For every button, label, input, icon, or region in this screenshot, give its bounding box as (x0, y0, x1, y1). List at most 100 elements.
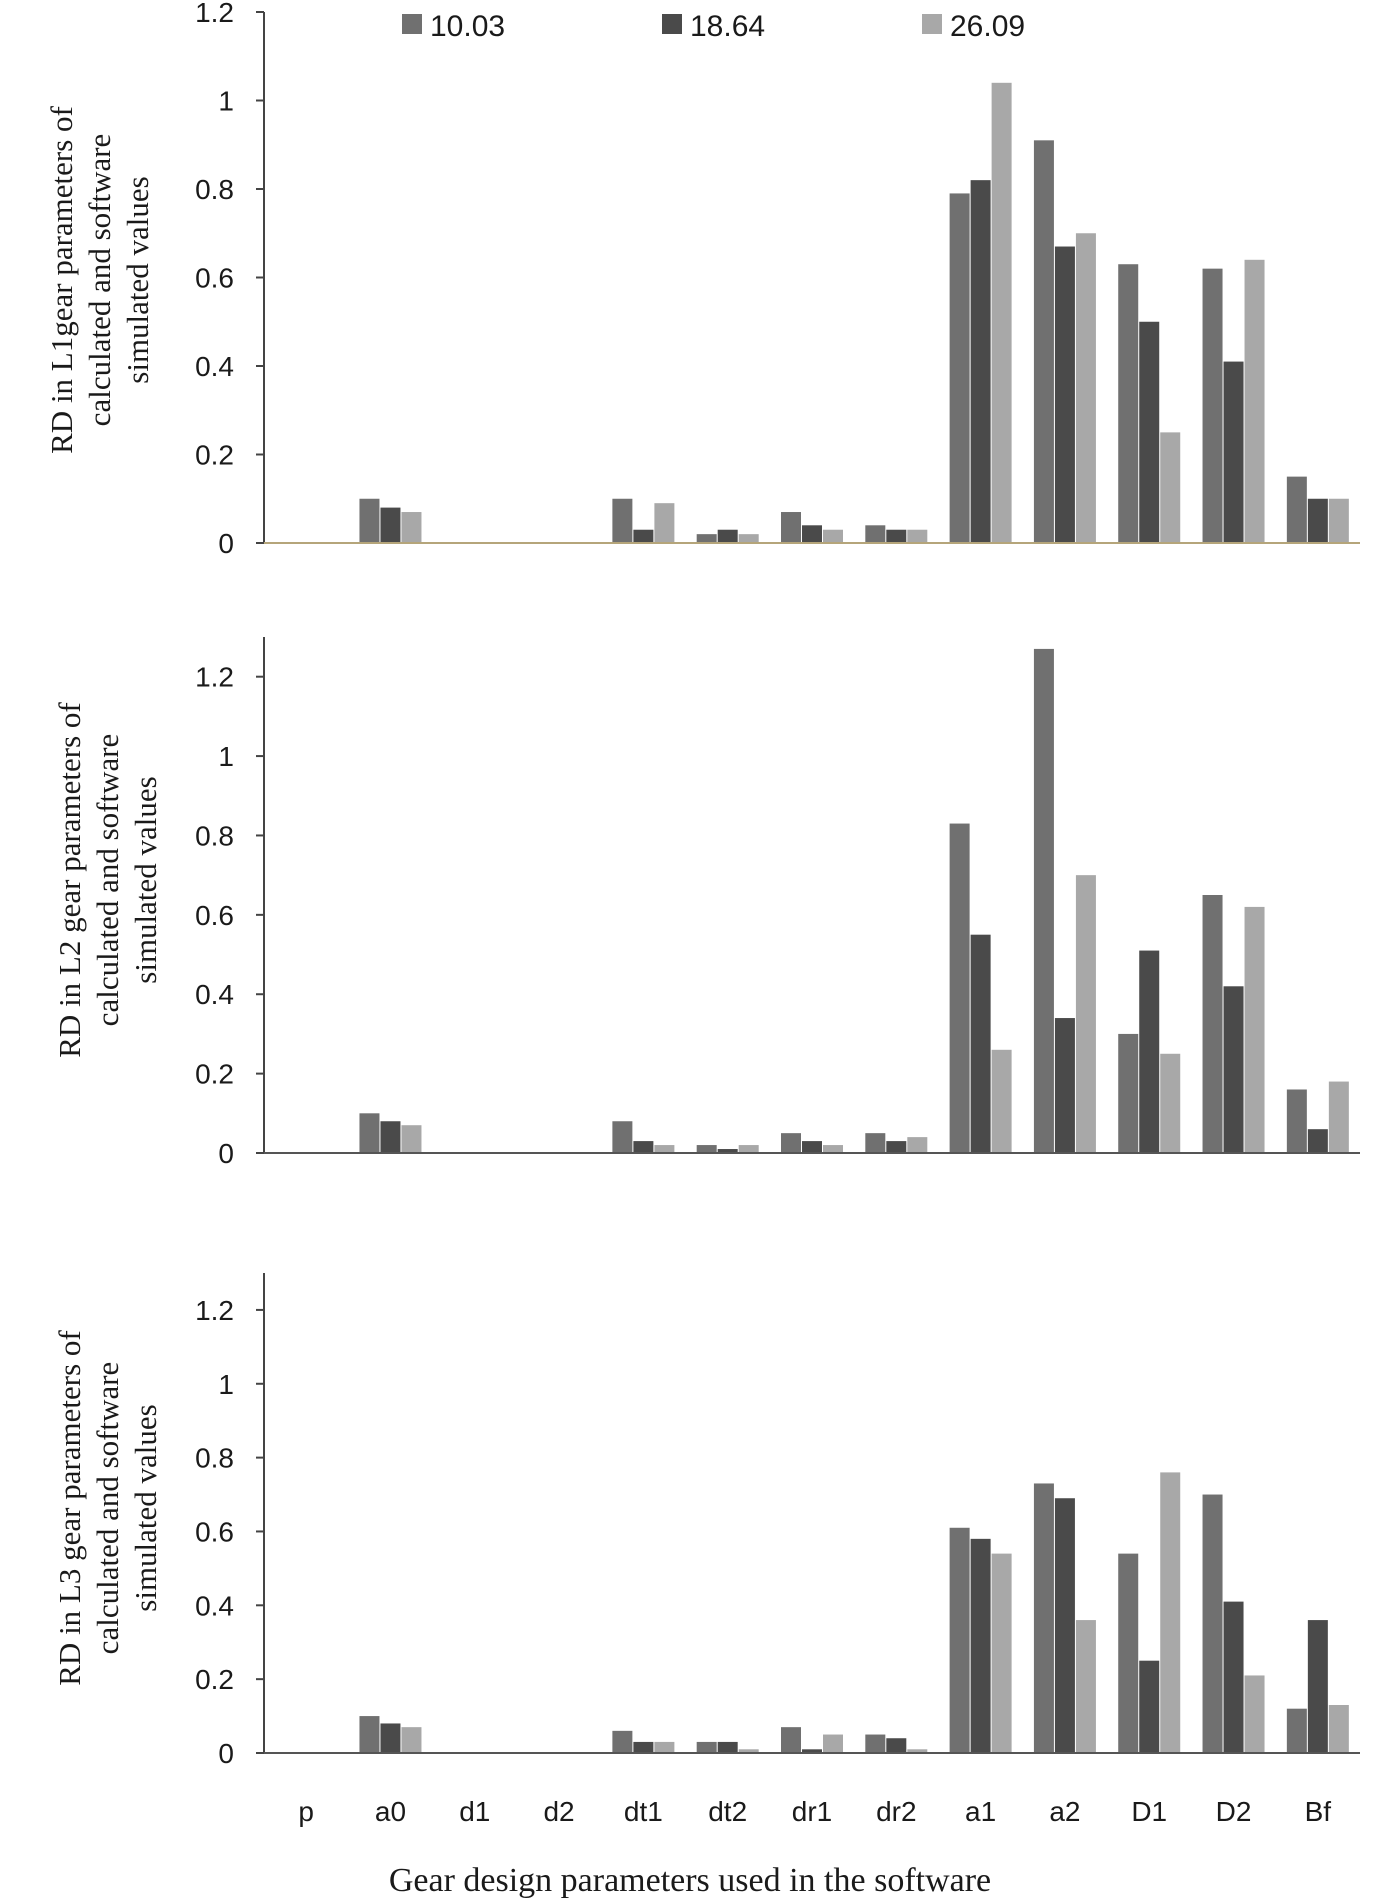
bar-bf-18-64 (1307, 1129, 1328, 1153)
y-axis-title-line: simulated values (128, 776, 163, 983)
bar-dr1-18-64 (802, 525, 822, 543)
bar-a0-18-64 (380, 1121, 401, 1153)
bar-dr2-26-09 (907, 1749, 928, 1753)
bar-dt1-26-09 (654, 1741, 675, 1753)
bar-dr1-26-09 (823, 1734, 843, 1753)
y-axis-title-line: calculated and software (82, 134, 117, 427)
bar-d2-18-64 (1223, 361, 1244, 543)
bar-d1-26-09 (1160, 1053, 1181, 1153)
legend: 10.03 18.64 26.09 (402, 10, 1025, 43)
bar-bf-10-03 (1286, 1089, 1307, 1153)
y-tick-label: 0.2 (195, 1059, 234, 1090)
bar-a2-26-09 (1075, 233, 1096, 543)
y-tick-label: 0.4 (195, 979, 234, 1010)
bar-a2-10-03 (1033, 648, 1054, 1153)
x-tick-label: a2 (1049, 1796, 1080, 1827)
y-tick-label: 0.8 (195, 820, 234, 851)
x-tick-label: a0 (375, 1796, 406, 1827)
bar-d1-10-03 (1118, 1033, 1139, 1153)
bar-a0-10-03 (359, 1113, 380, 1153)
bar-dr2-18-64 (886, 1738, 907, 1753)
bar-d2-10-03 (1202, 895, 1223, 1153)
bar-a0-10-03 (359, 1716, 380, 1753)
bar-a1-10-03 (949, 1527, 970, 1753)
bar-a2-18-64 (1054, 1018, 1075, 1153)
bar-bf-26-09 (1328, 498, 1349, 543)
y-axis-title: RD in L2 gear parameters ofcalculated an… (52, 702, 163, 1058)
x-tick-label: Bf (1305, 1796, 1332, 1827)
y-axis-title-line: RD in L2 gear parameters of (52, 702, 87, 1058)
bar-dt1-18-64 (633, 1741, 654, 1753)
y-axis-title-line: calculated and software (90, 1362, 125, 1655)
y-axis-title-line: RD in L1gear parameters of (44, 105, 79, 453)
bar-dt2-26-09 (738, 534, 759, 543)
bar-dr1-10-03 (781, 512, 801, 543)
y-axis-title-line: calculated and software (90, 734, 125, 1027)
bar-dt2-18-64 (717, 529, 738, 543)
bar-bf-10-03 (1286, 1708, 1307, 1753)
bar-bf-18-64 (1307, 1620, 1328, 1753)
y-tick-label: 0.8 (195, 1443, 234, 1474)
bar-dt2-10-03 (696, 1741, 717, 1753)
y-axis-title-line: RD in L3 gear parameters of (52, 1330, 87, 1686)
bar-bf-26-09 (1328, 1081, 1349, 1153)
bar-dr1-26-09 (823, 1145, 843, 1153)
x-tick-label: dt2 (708, 1796, 747, 1827)
bar-dr2-10-03 (865, 1734, 886, 1753)
bar-dt1-10-03 (612, 498, 633, 543)
y-tick-label: 1 (218, 86, 234, 117)
bar-a0-18-64 (380, 507, 401, 543)
bar-d2-26-09 (1244, 906, 1265, 1153)
bar-a0-26-09 (401, 1727, 422, 1753)
legend-swatch-18-64 (662, 14, 682, 34)
legend-label-10-03: 10.03 (430, 10, 505, 43)
x-tick-label: dt1 (624, 1796, 663, 1827)
y-tick-label: 1.2 (195, 662, 234, 693)
bar-dt2-18-64 (717, 1149, 738, 1153)
bar-dt1-10-03 (612, 1730, 633, 1753)
y-axis-title-line: simulated values (128, 1404, 163, 1611)
legend-label-26-09: 26.09 (950, 10, 1025, 43)
bar-dt1-18-64 (633, 529, 654, 543)
bar-dr1-10-03 (781, 1133, 801, 1153)
bar-d1-18-64 (1139, 321, 1160, 543)
bar-d2-10-03 (1202, 268, 1223, 543)
bar-d2-26-09 (1244, 1675, 1265, 1753)
bar-a0-10-03 (359, 498, 380, 543)
bar-bf-26-09 (1328, 1705, 1349, 1753)
x-tick-label: dr2 (876, 1796, 916, 1827)
bar-dr1-26-09 (823, 529, 843, 543)
bar-a1-18-64 (970, 934, 991, 1153)
y-tick-label: 0.6 (195, 900, 234, 931)
x-tick-label: p (298, 1796, 314, 1827)
chart-panel-1: 0 0.2 0.4 0.6 0.8 1 1.2 RD in L1gear parameters… (44, 0, 1360, 559)
chart-panel-2: 0 0.2 0.4 0.6 0.8 1 1.2 RD in L2 gear parameter… (52, 637, 1360, 1169)
y-tick-label: 0 (218, 528, 234, 559)
x-tick-label: D1 (1131, 1796, 1167, 1827)
bar-dt2-26-09 (738, 1749, 759, 1753)
legend-label-18-64: 18.64 (690, 10, 765, 43)
bar-a2-10-03 (1033, 1483, 1054, 1753)
bar-a0-26-09 (401, 1125, 422, 1153)
y-axis-title-line: simulated values (120, 176, 155, 383)
bar-bf-10-03 (1286, 476, 1307, 543)
y-tick-label: 1.2 (195, 1295, 234, 1326)
bar-a1-26-09 (991, 82, 1012, 544)
bar-dt2-10-03 (696, 534, 717, 543)
bar-d2-26-09 (1244, 259, 1265, 543)
bar-d1-26-09 (1160, 1472, 1181, 1753)
x-tick-label: D2 (1216, 1796, 1252, 1827)
bar-dt2-18-64 (717, 1741, 738, 1753)
bar-a1-26-09 (991, 1553, 1012, 1753)
y-tick-label: 1 (218, 1369, 234, 1400)
x-tick-label: a1 (965, 1796, 996, 1827)
y-tick-label: 0.4 (195, 351, 234, 382)
bar-dr2-26-09 (907, 1137, 928, 1153)
charts-container: 0 0.2 0.4 0.6 0.8 1 1.2 RD in L1gear parameters… (44, 0, 1360, 1827)
y-tick-label: 0.8 (195, 174, 234, 205)
bar-d2-10-03 (1202, 1494, 1223, 1753)
bar-dt1-18-64 (633, 1141, 654, 1153)
bar-dr2-26-09 (907, 529, 928, 543)
bar-dt1-10-03 (612, 1121, 633, 1153)
